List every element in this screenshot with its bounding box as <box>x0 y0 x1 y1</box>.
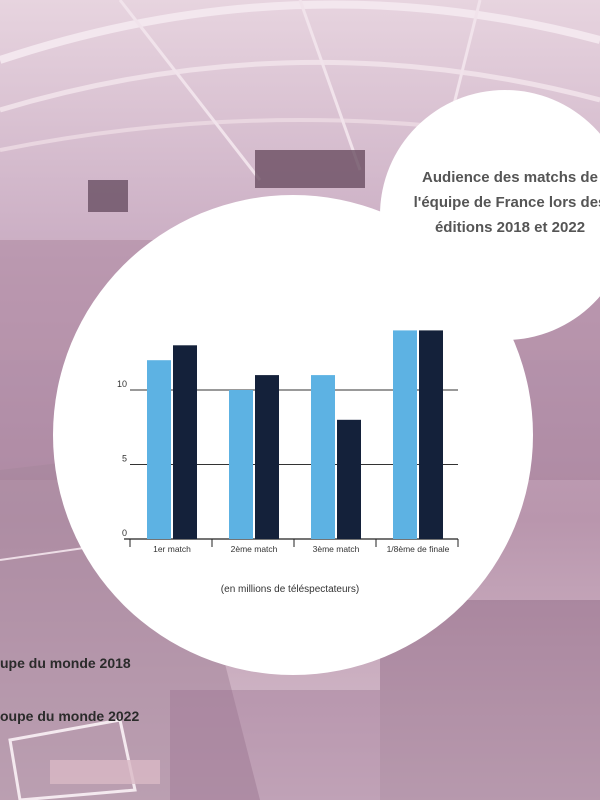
bar-2022 <box>337 419 361 539</box>
bar-2018 <box>393 330 417 539</box>
bar-2022 <box>419 330 443 539</box>
bar-2022 <box>255 375 279 539</box>
bar-2022 <box>173 345 197 539</box>
chart-title: Audience des matchs de l'équipe de Franc… <box>413 169 600 236</box>
x-tick-label: 1er match <box>153 544 191 554</box>
legend-2022: oupe du monde 2022 <box>0 708 140 724</box>
chart-caption: (en millions de téléspectateurs) <box>220 584 360 595</box>
x-tick-label: 1/8ème de finale <box>387 544 450 554</box>
bar-2018 <box>147 360 171 539</box>
title-circle-card <box>380 90 600 340</box>
x-tick-label: 3ème match <box>313 544 360 554</box>
y-tick-label: 0 <box>122 528 127 538</box>
y-tick-label: 5 <box>122 454 127 464</box>
legend-2018: upe du monde 2018 <box>0 655 131 671</box>
x-tick-label: 2ème match <box>231 544 278 554</box>
bar-2018 <box>311 375 335 539</box>
y-tick-label: 10 <box>117 379 127 389</box>
bar-2018 <box>229 390 253 539</box>
